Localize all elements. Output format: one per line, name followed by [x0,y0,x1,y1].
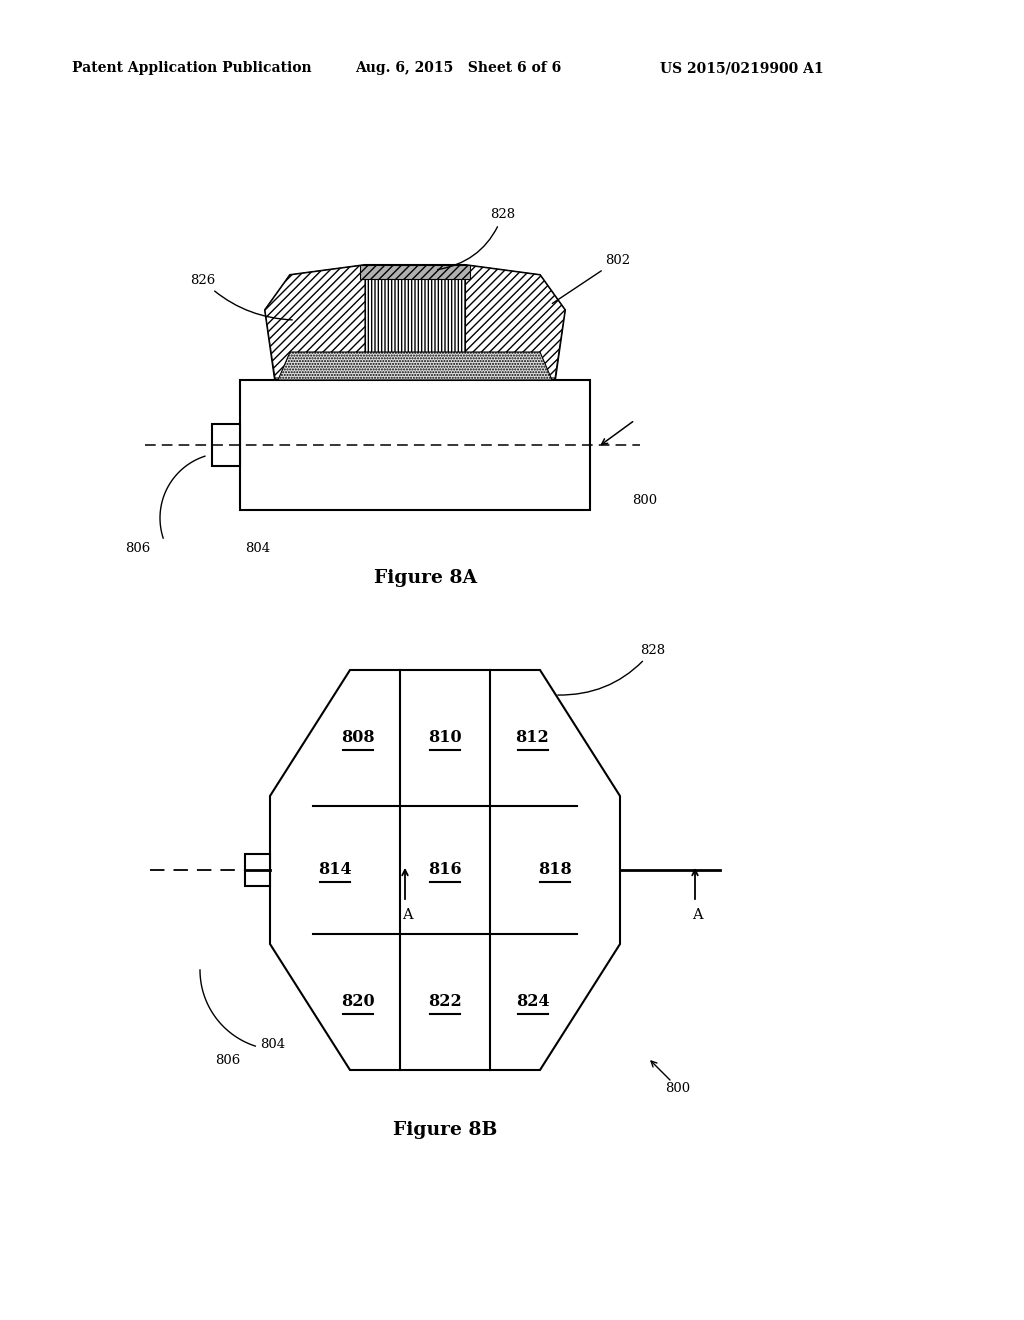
Text: 800: 800 [632,494,657,507]
Polygon shape [270,671,620,1071]
Text: 818: 818 [539,862,571,879]
Text: 812: 812 [516,730,549,747]
Text: A: A [691,908,702,921]
Text: 800: 800 [665,1081,690,1094]
Bar [212,424,240,466]
Text: 808: 808 [341,730,375,747]
Text: 806: 806 [125,541,151,554]
Text: 820: 820 [341,994,375,1011]
Text: 826: 826 [189,273,292,319]
Text: 806: 806 [215,1053,241,1067]
Text: Figure 8B: Figure 8B [393,1121,497,1139]
Text: 824: 824 [516,994,549,1011]
Text: 814: 814 [318,862,352,879]
Text: Figure 8A: Figure 8A [374,569,476,587]
Text: 828: 828 [437,209,515,269]
Text: 810: 810 [428,730,462,747]
Text: A: A [401,908,413,921]
Polygon shape [465,265,565,378]
Bar [245,854,270,886]
Text: Aug. 6, 2015   Sheet 6 of 6: Aug. 6, 2015 Sheet 6 of 6 [355,61,561,75]
Text: 822: 822 [428,994,462,1011]
Polygon shape [265,265,565,380]
Text: 828: 828 [558,644,666,696]
Polygon shape [265,265,365,378]
Polygon shape [365,265,465,378]
Polygon shape [360,265,470,279]
Text: US 2015/0219900 A1: US 2015/0219900 A1 [660,61,823,75]
Text: 804: 804 [260,1039,285,1052]
Text: 802: 802 [552,253,630,304]
Polygon shape [278,352,552,380]
Text: Patent Application Publication: Patent Application Publication [72,61,311,75]
Text: 816: 816 [428,862,462,879]
Bar [240,380,590,510]
Text: 804: 804 [245,541,270,554]
